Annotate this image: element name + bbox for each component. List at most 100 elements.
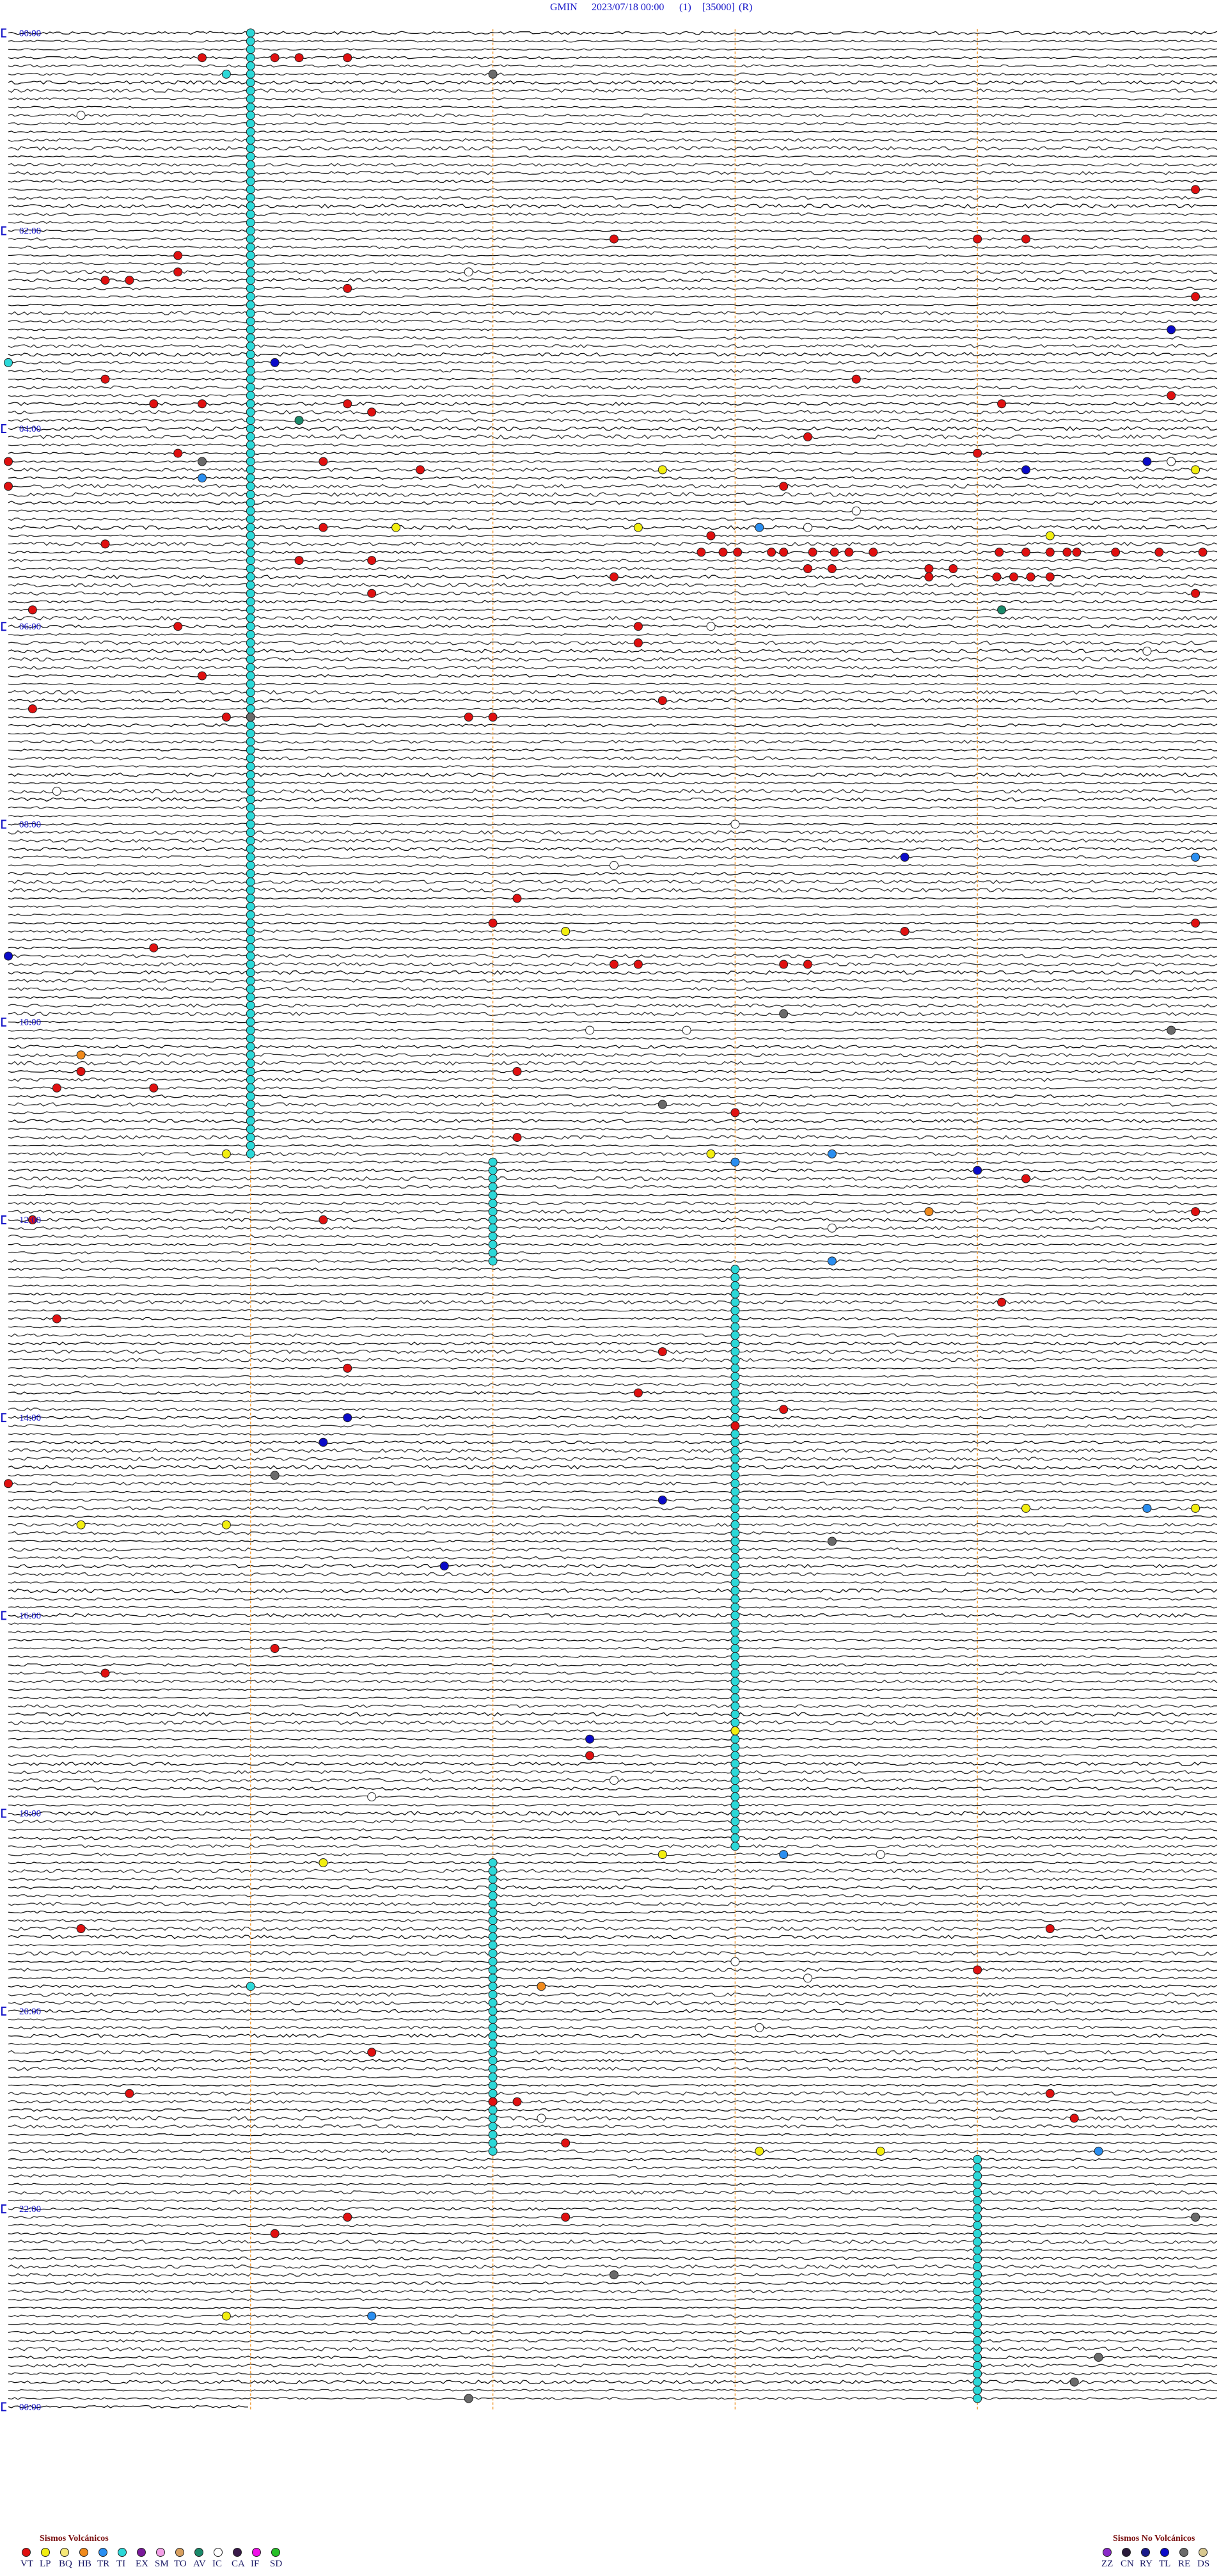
hour-label: 02:00 (19, 226, 41, 237)
event (733, 548, 743, 557)
event (900, 927, 909, 936)
event (488, 2023, 498, 2032)
event (585, 1734, 595, 1744)
event (488, 2031, 498, 2041)
event (246, 102, 255, 112)
event (270, 53, 279, 63)
trace (8, 698, 1218, 703)
event (718, 548, 728, 557)
legend-swatch (233, 2548, 242, 2557)
event (730, 1322, 740, 1332)
event (730, 1742, 740, 1752)
event (973, 2311, 982, 2321)
event (246, 679, 255, 689)
event (730, 1297, 740, 1307)
event (198, 671, 207, 681)
event (246, 1125, 255, 1134)
legend-code: IF (251, 2559, 259, 2569)
trace (8, 2314, 1218, 2318)
event (755, 2023, 764, 2032)
trace (8, 2166, 1218, 2170)
event (246, 1116, 255, 1126)
trace (8, 995, 1218, 999)
legend: Sismos Volcánicos VT LP BQ HB TR TI EX SM TO AV IC C… (20, 2534, 1209, 2569)
trace (8, 1951, 1218, 1956)
hour-label: 00:00 (19, 29, 41, 39)
trace (8, 615, 1218, 621)
trace (8, 2207, 1218, 2211)
hour-label: 20:00 (19, 2007, 41, 2017)
event (561, 2213, 571, 2222)
event (755, 523, 764, 532)
event (100, 1668, 110, 1678)
event (1191, 919, 1200, 928)
trace (8, 1531, 1218, 1535)
event (246, 242, 255, 252)
trace (8, 558, 1218, 562)
event (730, 1652, 740, 1661)
event (294, 416, 304, 425)
event (973, 2179, 982, 2189)
event (1167, 457, 1176, 466)
trace (8, 1498, 1218, 1502)
trace (8, 2224, 1218, 2227)
event (246, 860, 255, 870)
event (537, 1982, 546, 1991)
legend-swatch (1141, 2548, 1150, 2557)
hour-label: 04:00 (19, 424, 41, 434)
trace (8, 591, 1218, 596)
trace (8, 1086, 1218, 1090)
event (827, 1223, 837, 1233)
trace (8, 1432, 1218, 1436)
trace (8, 1325, 1218, 1329)
event (488, 1973, 498, 1983)
event (52, 786, 61, 796)
event (488, 1998, 498, 2007)
trace (8, 2149, 1218, 2154)
trace (8, 1712, 1218, 1717)
trace (8, 1259, 1218, 1263)
event (1021, 1503, 1030, 1513)
event (246, 836, 255, 846)
event (246, 935, 255, 944)
event (246, 276, 255, 285)
event (246, 201, 255, 211)
legend-swatch (137, 2548, 146, 2557)
event (730, 1371, 740, 1381)
trace (8, 880, 1218, 885)
trace (8, 2289, 1218, 2294)
event (488, 1223, 498, 1233)
event (488, 2064, 498, 2074)
event (246, 440, 255, 450)
event (294, 53, 304, 63)
event (488, 1190, 498, 1200)
trace (8, 1128, 1218, 1131)
trace (8, 476, 1218, 480)
trace (8, 1869, 1218, 1874)
event (246, 143, 255, 153)
event (343, 1413, 352, 1423)
event (246, 1100, 255, 1109)
trace (8, 287, 1218, 290)
event (246, 951, 255, 961)
trace (8, 1235, 1218, 1238)
event (246, 1025, 255, 1035)
event (730, 1710, 740, 1719)
legend-code: CA (232, 2559, 245, 2569)
trace (8, 385, 1218, 390)
event (488, 2097, 498, 2106)
trace (8, 986, 1218, 992)
hour-bracket (1, 2204, 6, 2214)
legend-code: TL (1159, 2559, 1170, 2569)
trace (8, 1357, 1218, 1363)
event (730, 1570, 740, 1579)
event (246, 498, 255, 507)
event (730, 1784, 740, 1793)
trace (8, 2066, 1218, 2071)
event (246, 638, 255, 647)
trace (8, 2091, 1218, 2096)
event (851, 374, 861, 384)
event (730, 1817, 740, 1826)
event (246, 811, 255, 821)
legend-swatch (1122, 2548, 1131, 2557)
